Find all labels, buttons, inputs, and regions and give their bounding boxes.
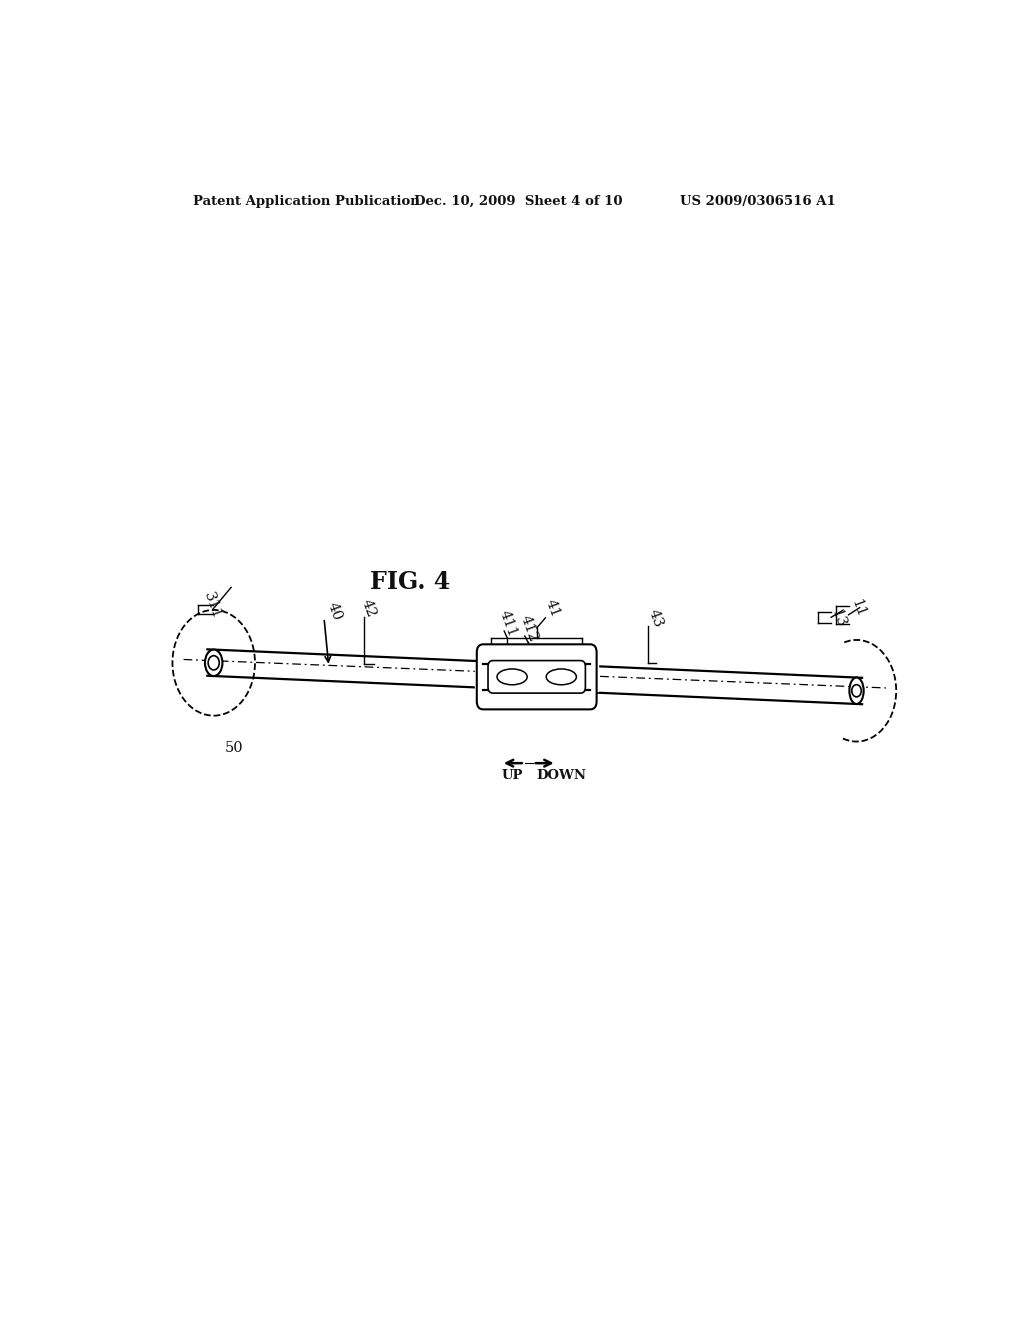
Text: 411: 411 [497,609,519,639]
Circle shape [208,656,219,671]
Text: 311: 311 [201,590,223,620]
Text: 50: 50 [225,741,244,755]
Text: 11: 11 [849,598,868,619]
FancyBboxPatch shape [488,660,586,693]
Text: 412: 412 [518,614,541,644]
Ellipse shape [546,669,577,685]
Text: DOWN: DOWN [536,770,586,783]
Text: FIG. 4: FIG. 4 [370,570,451,594]
Ellipse shape [849,677,863,704]
Text: 43: 43 [645,607,665,630]
Text: 42: 42 [359,597,379,619]
Text: 41: 41 [543,597,562,619]
Text: 13: 13 [828,607,848,630]
Text: 40: 40 [325,601,344,623]
Text: Dec. 10, 2009  Sheet 4 of 10: Dec. 10, 2009 Sheet 4 of 10 [414,195,623,209]
Text: US 2009/0306516 A1: US 2009/0306516 A1 [680,195,836,209]
Text: UP: UP [502,770,523,783]
Ellipse shape [497,669,527,685]
FancyBboxPatch shape [477,644,597,709]
Ellipse shape [205,649,222,676]
Circle shape [852,685,861,697]
Text: Patent Application Publication: Patent Application Publication [194,195,420,209]
